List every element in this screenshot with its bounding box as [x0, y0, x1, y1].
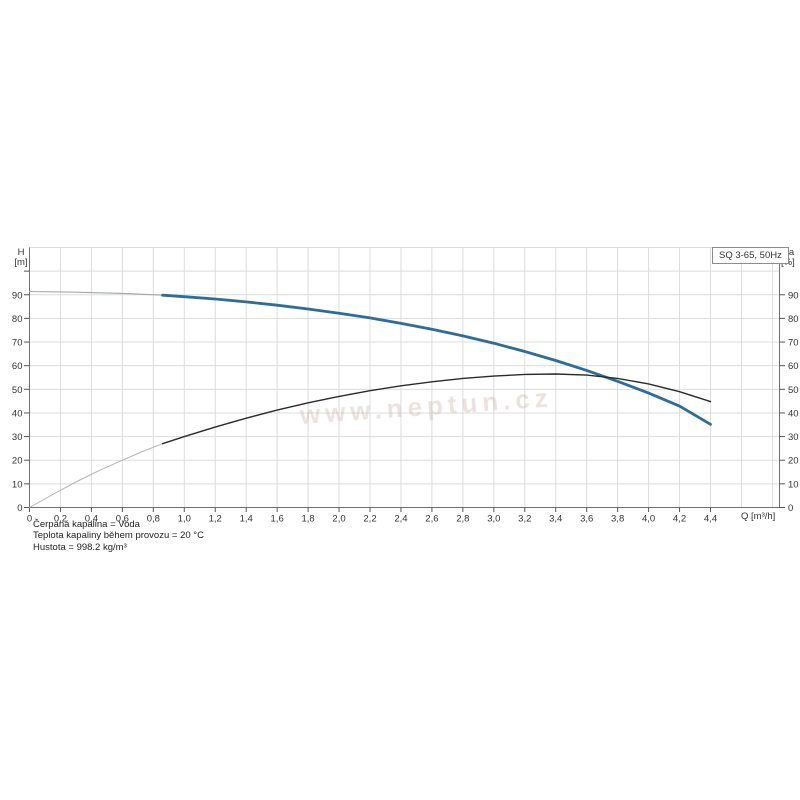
x-tick-label: 3,4: [549, 514, 562, 525]
x-tick-label: 3,8: [611, 514, 624, 525]
x-tick-label: 2,2: [363, 514, 376, 525]
efficiency-curve-leadin: [29, 443, 164, 508]
x-tick-label: 0,6: [116, 514, 129, 525]
y-tick-label-right: 80: [788, 314, 799, 325]
y-tick-label-left: 90: [12, 290, 23, 301]
x-tick-label: 1,6: [271, 514, 284, 525]
x-tick-label: 1,2: [209, 514, 222, 525]
y-tick-label-right: 30: [788, 432, 799, 443]
x-tick-label: 0,8: [147, 514, 160, 525]
y-tick-label-right: 40: [788, 408, 799, 419]
y-tick-label-right: 70: [788, 338, 799, 349]
y-tick-label-left: 50: [12, 385, 23, 396]
y-tick-label-right: 60: [788, 361, 799, 372]
x-tick-label: 1,0: [178, 514, 191, 525]
x-tick-label: 3,2: [518, 514, 531, 525]
x-tick-label: 0: [27, 514, 32, 525]
head-curve: [161, 293, 712, 426]
x-tick-label: 2,4: [394, 514, 407, 525]
left-axis-title-unit: [m]: [14, 257, 28, 268]
y-tick-label-right: 50: [788, 385, 799, 396]
y-tick-label-right: 0: [788, 503, 793, 514]
density-line: Hustota = 998.2 kg/m³: [33, 541, 127, 553]
y-tick-label-left: 40: [12, 408, 23, 419]
left-axis-title-quantity: H: [17, 247, 25, 258]
x-tick-label: 4,2: [673, 514, 686, 525]
head-curve-leadin: [28, 290, 164, 296]
y-tick-label-left: 60: [12, 361, 23, 372]
liquid-info-block: Čerpaná kapalina = Voda Teplota kapaliny…: [33, 519, 204, 553]
y-tick-label-left: 20: [12, 456, 23, 467]
x-tick-label: 1,8: [301, 514, 314, 525]
x-tick-label: 4,0: [642, 514, 655, 525]
x-tick-label: 4,4: [704, 514, 717, 525]
x-tick-label: 1,4: [240, 514, 253, 525]
x-tick-label: 3,0: [487, 514, 500, 525]
y-tick-label-left: 30: [12, 432, 23, 443]
x-axis-unit-label: Q [m³/h]: [741, 511, 776, 522]
pumped-liquid-line: Čerpaná kapalina = Voda: [33, 519, 140, 530]
efficiency-curve: [161, 373, 712, 445]
y-tick-label-right: 90: [788, 290, 799, 301]
liquid-temperature-line: Teplota kapaliny během provozu = 20 °C: [33, 530, 204, 542]
x-tick-label: 0,4: [85, 514, 98, 525]
y-tick-label-left: 80: [12, 314, 23, 325]
y-tick-label-left: 70: [12, 338, 23, 349]
x-tick-label: 0,2: [54, 514, 67, 525]
x-tick-label: 3,6: [580, 514, 593, 525]
y-tick-label-right: 10: [788, 479, 799, 490]
y-tick-label-left: 10: [12, 479, 23, 490]
y-tick-label-left: 0: [17, 503, 22, 514]
x-tick-label: 2,0: [332, 514, 345, 525]
x-tick-label: 2,8: [456, 514, 469, 525]
left-axis-title: H [m]: [8, 248, 34, 268]
pump-model-label: SQ 3-65, 50Hz: [712, 247, 789, 264]
x-tick-label: 2,6: [425, 514, 438, 525]
y-tick-label-right: 20: [788, 456, 799, 467]
